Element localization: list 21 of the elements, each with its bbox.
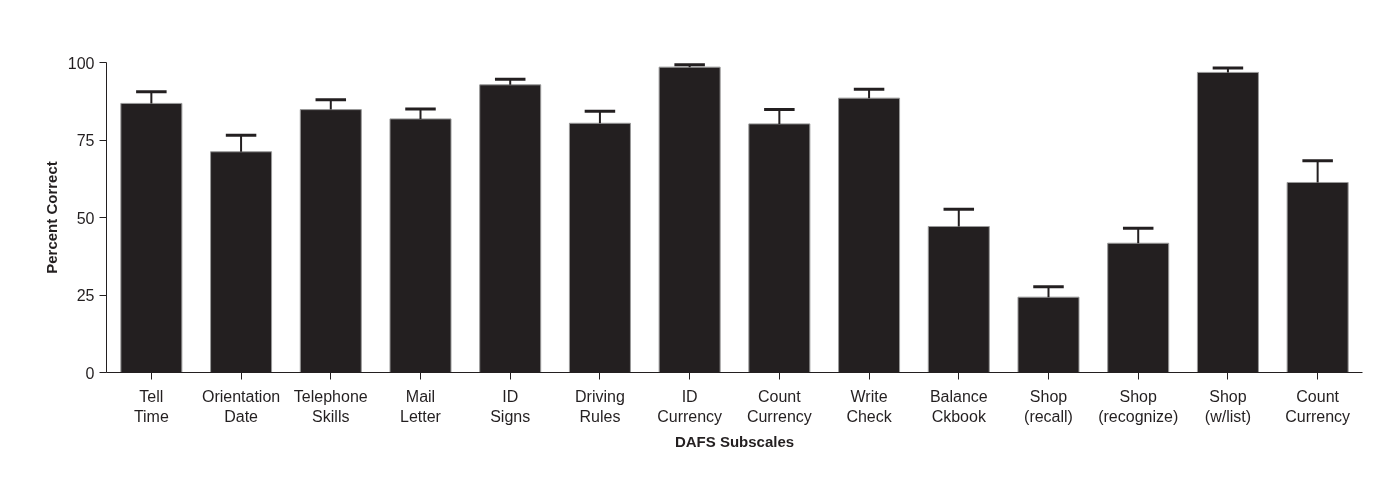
y-tick-label: 100 [67, 54, 95, 72]
x-tick-label: Count Currency [746, 387, 812, 425]
y-axis-title: Percent Correct [42, 161, 60, 274]
y-tick-label: 75 [76, 132, 95, 149]
y-tick-label: 50 [76, 209, 95, 227]
x-tick-label: Driving Rules [575, 387, 625, 425]
x-tick-label: Mail Letter [400, 387, 442, 425]
x-tick-label: Shop (recognize) [1098, 387, 1179, 425]
y-tick-label: 25 [76, 287, 95, 304]
x-tick-label: Write Check [846, 387, 893, 425]
x-tick-label: Orientation Date [201, 387, 281, 425]
x-tick-label: Shop (w/list) [1204, 387, 1252, 425]
x-axis-title: DAFS Subscales [674, 432, 795, 450]
x-tick-label: Shop (recall) [1024, 387, 1073, 425]
x-tick-label: Tell Time [133, 387, 169, 425]
y-tick-label: 0 [85, 364, 95, 382]
x-tick-label: Telephone Skills [293, 387, 368, 425]
x-tick-label: ID Signs [490, 387, 531, 425]
x-tick-label: Balance Ckbook [929, 387, 988, 425]
x-tick-label: Count Currency [1285, 387, 1351, 425]
x-tick-label: ID Currency [657, 387, 723, 425]
